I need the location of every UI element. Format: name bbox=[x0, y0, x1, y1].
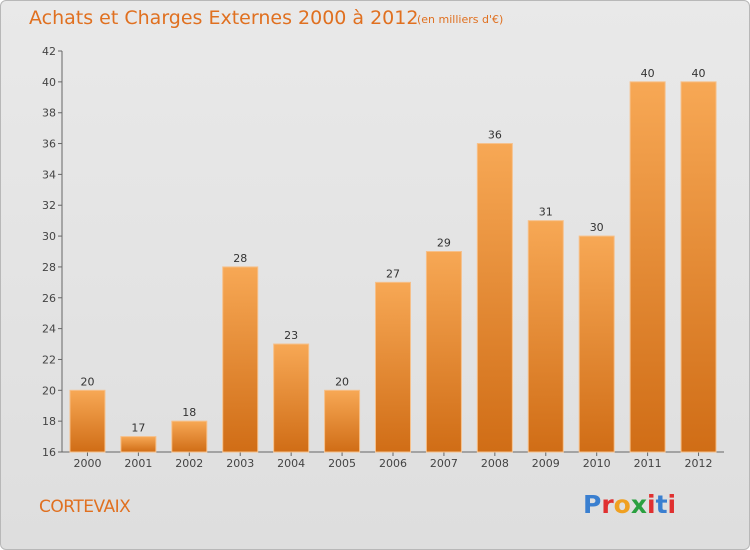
value-label: 30 bbox=[590, 221, 604, 234]
y-tick-label: 26 bbox=[42, 292, 56, 305]
y-tick-label: 30 bbox=[42, 230, 56, 243]
chart-labels: 20 17 18 28 23 20 27 29 36 31 30 40 40 bbox=[80, 67, 705, 435]
x-tick-label: 2012 bbox=[685, 457, 713, 470]
bar-2000 bbox=[69, 389, 106, 453]
y-tick-label: 40 bbox=[42, 76, 56, 89]
value-label: 36 bbox=[488, 129, 502, 142]
y-tick-label: 22 bbox=[42, 353, 56, 366]
value-label: 27 bbox=[386, 267, 400, 280]
bar-2009 bbox=[527, 220, 564, 453]
bar-2002 bbox=[171, 420, 208, 453]
y-tick-label: 18 bbox=[42, 415, 56, 428]
bar-2008 bbox=[476, 143, 513, 453]
y-tick-label: 28 bbox=[42, 261, 56, 274]
logo-letter: i bbox=[647, 490, 656, 519]
y-tick-label: 34 bbox=[42, 168, 56, 181]
value-label: 18 bbox=[182, 406, 196, 419]
bar-2011 bbox=[629, 81, 666, 453]
value-label: 23 bbox=[284, 329, 298, 342]
value-label: 20 bbox=[335, 375, 349, 388]
logo-letter: i bbox=[667, 490, 677, 519]
logo-letter: x bbox=[630, 490, 647, 519]
value-label: 29 bbox=[437, 237, 451, 250]
y-tick-label: 38 bbox=[42, 107, 56, 120]
y-tick-label: 42 bbox=[42, 45, 56, 58]
bar-2004 bbox=[273, 343, 310, 453]
bar-2003 bbox=[222, 266, 259, 453]
value-label: 17 bbox=[131, 422, 145, 435]
logo-letter: t bbox=[655, 490, 668, 519]
x-tick-label: 2004 bbox=[277, 457, 305, 470]
bar-2012 bbox=[680, 81, 717, 453]
value-label: 40 bbox=[641, 67, 655, 80]
y-tick-label: 32 bbox=[42, 199, 56, 212]
x-tick-label: 2003 bbox=[226, 457, 254, 470]
logo-letter: r bbox=[601, 490, 614, 519]
bar-2005 bbox=[324, 389, 361, 453]
logo-letter: o bbox=[613, 490, 631, 519]
bar-2001 bbox=[120, 436, 157, 453]
x-tick-label: 2005 bbox=[328, 457, 356, 470]
x-tick-label: 2006 bbox=[379, 457, 407, 470]
x-tick-label: 2007 bbox=[430, 457, 458, 470]
x-tick-label: 2000 bbox=[73, 457, 101, 470]
x-tick-label: 2008 bbox=[481, 457, 509, 470]
x-tick-label: 2011 bbox=[634, 457, 662, 470]
x-tick-label: 2010 bbox=[583, 457, 611, 470]
bar-2006 bbox=[375, 281, 411, 453]
chart-title: Achats et Charges Externes 2000 à 2012 bbox=[29, 7, 419, 29]
value-label: 31 bbox=[539, 206, 553, 219]
x-tick-label: 2002 bbox=[175, 457, 203, 470]
value-label: 20 bbox=[80, 375, 94, 388]
y-tick-label: 16 bbox=[42, 446, 56, 459]
value-label: 40 bbox=[692, 67, 706, 80]
y-tick-label: 20 bbox=[42, 384, 56, 397]
bar-2007 bbox=[425, 251, 462, 453]
chart-subtitle: (en milliers d'€) bbox=[417, 13, 504, 26]
x-tick-label: 2001 bbox=[124, 457, 152, 470]
x-tick-label: 2009 bbox=[532, 457, 560, 470]
commune-name: CORTEVAIX bbox=[39, 497, 131, 517]
chart-bars bbox=[69, 81, 717, 453]
proxiti-logo[interactable]: Proxiti bbox=[583, 490, 676, 519]
y-tick-label: 24 bbox=[42, 323, 56, 336]
logo-letter: P bbox=[583, 490, 602, 519]
value-label: 28 bbox=[233, 252, 247, 265]
y-tick-label: 36 bbox=[42, 138, 56, 151]
bar-2010 bbox=[578, 235, 615, 453]
